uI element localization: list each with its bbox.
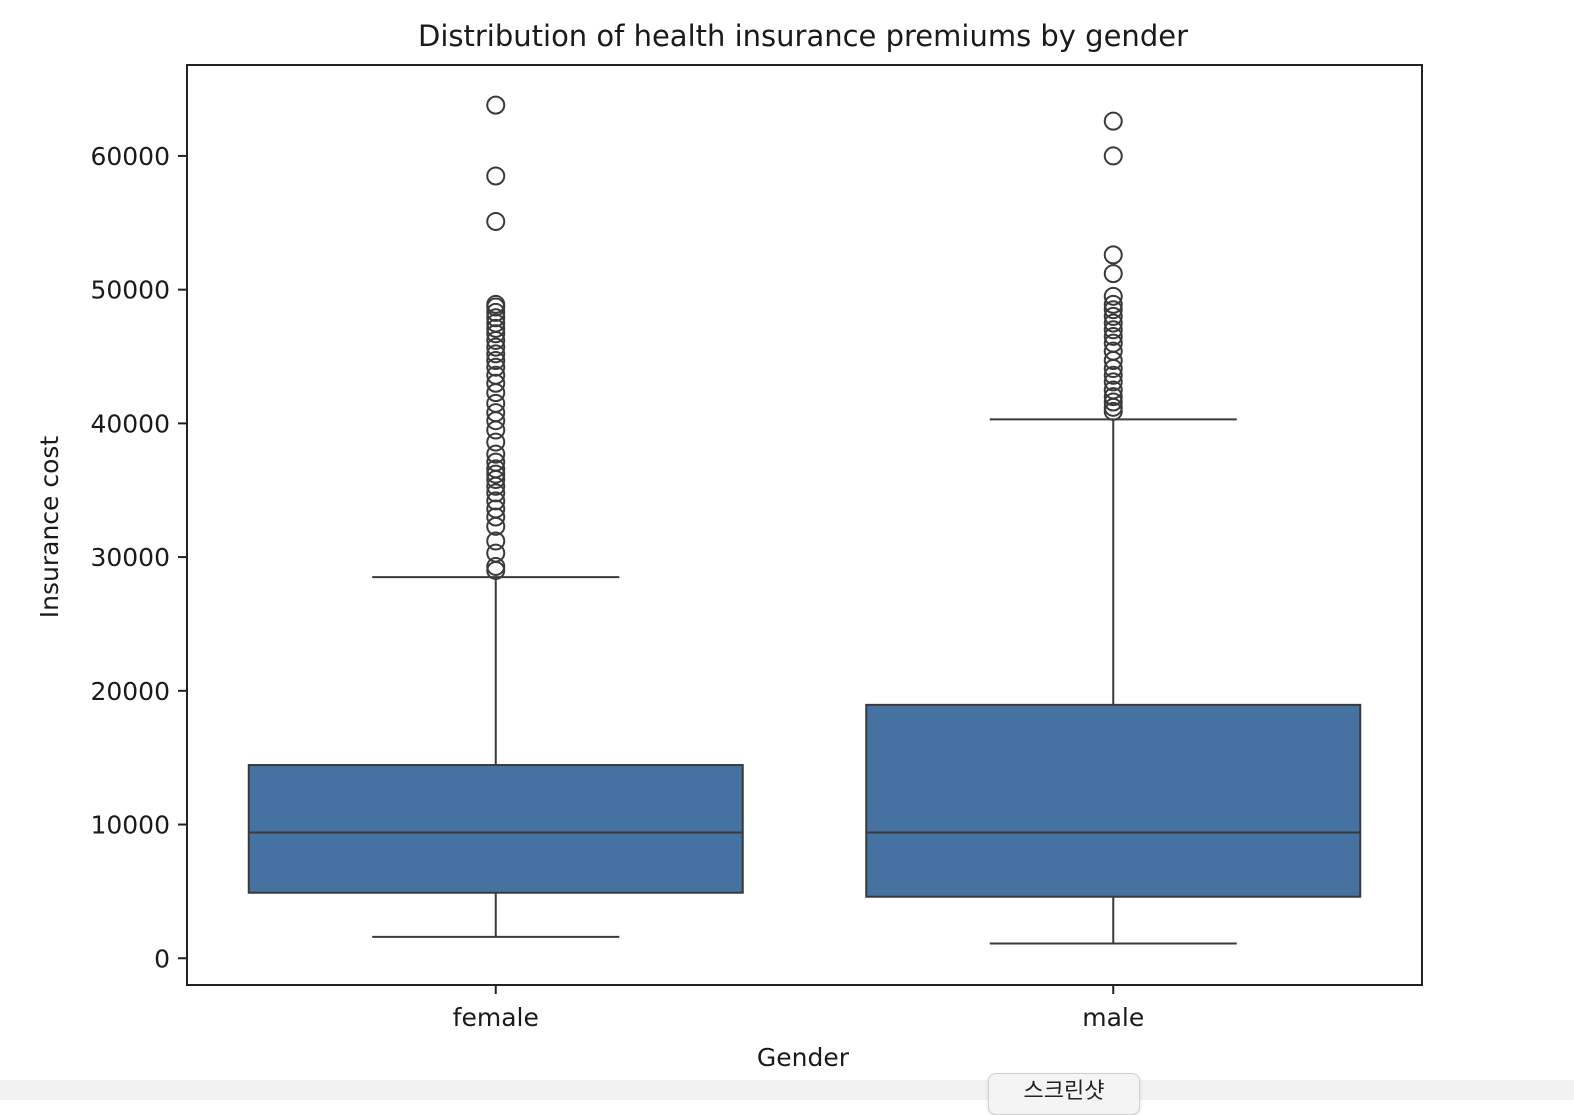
outlier-point	[486, 166, 506, 186]
y-tick-label: 30000	[90, 543, 170, 572]
outlier-point	[486, 383, 506, 403]
outlier-point	[1103, 387, 1123, 407]
x-tick-label: male	[1082, 1003, 1144, 1032]
outlier-point	[486, 556, 506, 576]
window-bottom-strip	[0, 1080, 1574, 1100]
outlier-point	[486, 324, 506, 344]
x-tick-label: female	[453, 1003, 539, 1032]
outlier-point	[1103, 286, 1123, 306]
outlier-point	[486, 507, 506, 527]
outlier-point	[486, 543, 506, 563]
outlier-point	[486, 476, 506, 496]
outlier-point	[1103, 313, 1123, 333]
outlier-point	[486, 531, 506, 551]
outlier-point	[1103, 392, 1123, 412]
outlier-point	[486, 411, 506, 431]
boxes-layer	[247, 95, 1362, 945]
outlier-point	[486, 560, 506, 580]
screenshot-button[interactable]: 스크린샷	[988, 1073, 1140, 1115]
y-axis-label: Insurance cost	[35, 436, 64, 619]
iqr-box	[247, 764, 744, 894]
outlier-point	[486, 211, 506, 231]
y-tick-label: 50000	[90, 276, 170, 305]
y-tick-label: 20000	[90, 677, 170, 706]
x-axis: female male	[453, 985, 1144, 1032]
y-axis: 0 10000 20000 30000 40000 50000 60000	[90, 142, 187, 973]
outlier-point	[1103, 294, 1123, 314]
outlier-point	[486, 318, 506, 338]
outlier-point	[486, 516, 506, 536]
outlier-point	[1103, 372, 1123, 392]
y-tick-label: 10000	[90, 811, 170, 840]
outlier-point	[1103, 306, 1123, 326]
outlier-point	[486, 344, 506, 364]
outlier-point	[486, 444, 506, 464]
y-tick-label: 0	[154, 944, 170, 973]
outlier-point	[486, 330, 506, 350]
outlier-point	[486, 351, 506, 371]
iqr-box	[865, 703, 1362, 898]
outlier-point	[1103, 365, 1123, 385]
outlier-point	[1103, 359, 1123, 379]
outlier-point	[486, 432, 506, 452]
box-male	[865, 111, 1362, 945]
x-axis-label: Gender	[757, 1043, 850, 1072]
outlier-point	[1103, 326, 1123, 346]
outlier-point	[1103, 111, 1123, 131]
plot-frame	[186, 64, 1423, 986]
outlier-point	[486, 337, 506, 357]
outlier-point	[486, 464, 506, 484]
outlier-point	[1103, 300, 1123, 320]
box-female	[247, 95, 744, 938]
outlier-point	[486, 420, 506, 440]
outlier-point	[1103, 401, 1123, 421]
outlier-point	[1103, 264, 1123, 284]
outlier-point	[1103, 320, 1123, 340]
outlier-point	[486, 95, 506, 115]
outlier-point	[1103, 146, 1123, 166]
y-tick-label: 60000	[90, 142, 170, 171]
y-tick-label: 40000	[90, 409, 170, 438]
chart-title: Distribution of health insurance premium…	[418, 19, 1188, 53]
outlier-point	[1103, 351, 1123, 371]
outlier-point	[1103, 245, 1123, 265]
outlier-point	[486, 470, 506, 490]
outlier-point	[486, 373, 506, 393]
